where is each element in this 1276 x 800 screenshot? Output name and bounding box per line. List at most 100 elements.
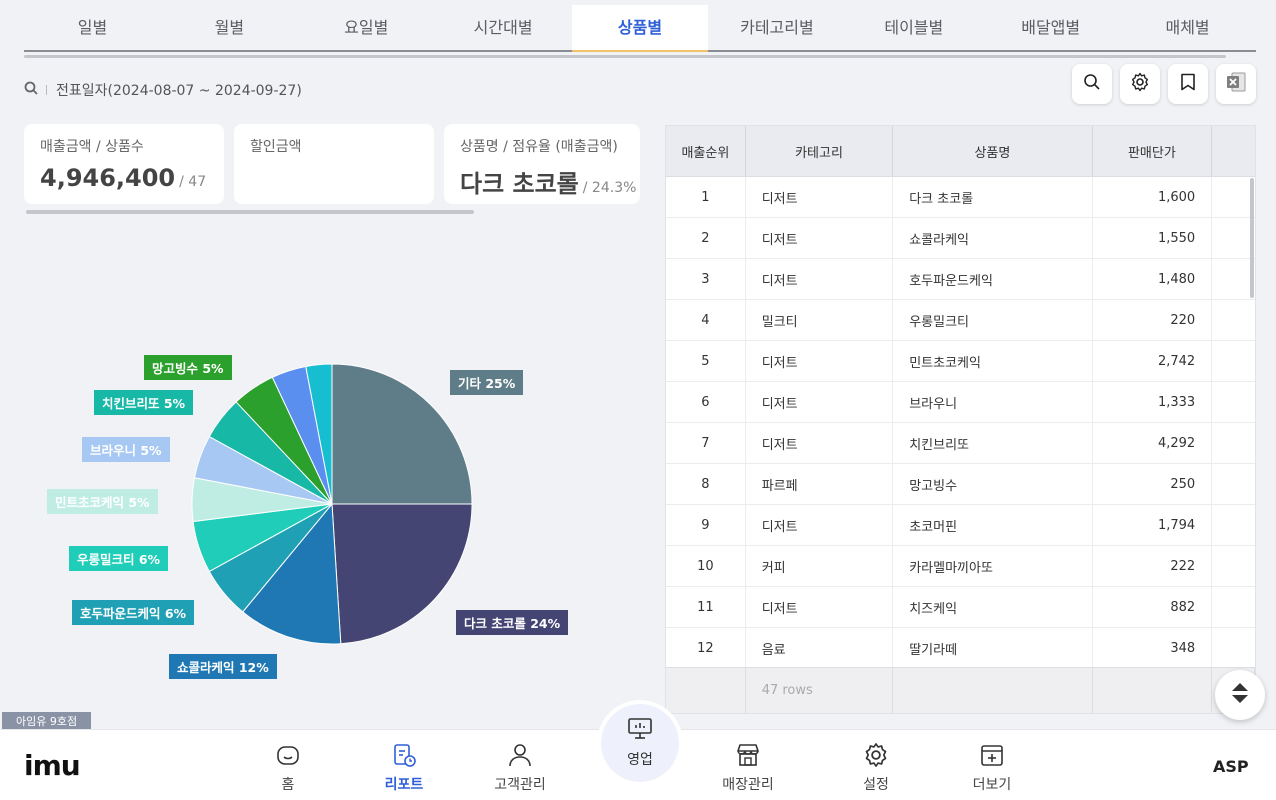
nav-settings[interactable]: 설정: [836, 742, 916, 794]
table-row[interactable]: 10 커피 카라멜마끼아또 222: [666, 546, 1255, 587]
cell-product-name: 브라우니: [893, 382, 1093, 422]
table-row[interactable]: 9 디저트 초코머핀 1,794: [666, 505, 1255, 546]
scroll-toggle-button[interactable]: [1215, 670, 1265, 720]
table-row[interactable]: 8 파르페 망고빙수 250: [666, 464, 1255, 505]
cell-category: 디저트: [746, 218, 894, 258]
tab-monthly[interactable]: 월별: [214, 17, 245, 37]
col-unit-price[interactable]: 판매단가: [1093, 126, 1213, 176]
excel-icon: [1225, 71, 1247, 97]
product-sales-table: 매출순위 카테고리 상품명 판매단가 1 디저트 다크 초코롤 1,600 2 디저트 쇼콜…: [665, 125, 1256, 714]
report-icon: [391, 742, 417, 772]
nav-home-label: 홈: [281, 777, 295, 793]
tab-daily[interactable]: 일별: [77, 17, 108, 37]
sales-summary-card: 매출금액 / 상품수 4,946,400 / 47: [24, 124, 224, 204]
pie-label-walnut-pound-cake: 호두파운드케익 6%: [72, 600, 195, 625]
user-icon: [507, 742, 533, 772]
cell-unit-price: 1,600: [1093, 177, 1213, 217]
nav-store-label: 매장관리: [722, 777, 774, 793]
table-row[interactable]: 7 디저트 치킨브리또 4,292: [666, 423, 1255, 464]
cell-unit-price: 882: [1093, 587, 1213, 627]
tab-delivery-app[interactable]: 배달앱별: [1021, 17, 1081, 37]
col-rank[interactable]: 매출순위: [666, 126, 746, 176]
cell-category: 디저트: [746, 382, 894, 422]
pie-label-etc: 기타 25%: [450, 370, 524, 395]
pie-label-mint-choco-cake: 민트초코케익 5%: [47, 489, 158, 514]
filter-summary[interactable]: 전표일자(2024-08-07 ~ 2024-09-27): [24, 80, 302, 100]
cell-product-name: 우롱밀크티: [893, 300, 1093, 340]
imu-logo: imu: [24, 749, 81, 782]
more-icon: [979, 742, 1005, 772]
cell-rank: 8: [666, 464, 746, 504]
tab-hourly[interactable]: 시간대별: [473, 17, 533, 37]
nav-more[interactable]: 더보기: [952, 742, 1032, 794]
pie-slice-1[interactable]: [331, 503, 473, 645]
nav-customer-label: 고객관리: [494, 777, 546, 793]
cell-category: 디저트: [746, 259, 894, 299]
cell-product-name: 딸기라떼: [893, 628, 1093, 668]
pie-slice-10[interactable]: [305, 363, 333, 505]
tab-weekday[interactable]: 요일별: [344, 17, 389, 37]
cell-product-name: 치킨브리또: [893, 423, 1093, 463]
tab-table[interactable]: 테이블별: [884, 17, 944, 37]
cell-product-name: 망고빙수: [893, 464, 1093, 504]
tab-product[interactable]: 상품별: [571, 5, 709, 52]
cell-rank: 9: [666, 505, 746, 545]
cell-category: 디저트: [746, 177, 894, 217]
cell-unit-price: 1,333: [1093, 382, 1213, 422]
nav-home[interactable]: 홈: [248, 742, 328, 794]
search-button[interactable]: [1072, 64, 1112, 104]
cell-unit-price: 1,550: [1093, 218, 1213, 258]
bookmark-button[interactable]: [1168, 64, 1208, 104]
pie-label-brownie: 브라우니 5%: [82, 437, 170, 462]
cell-product-name: 민트초코케익: [893, 341, 1093, 381]
excel-export-button[interactable]: [1216, 64, 1256, 104]
discount-summary-card: 할인금액: [234, 124, 434, 204]
table-row[interactable]: 2 디저트 쇼콜라케익 1,550: [666, 218, 1255, 259]
table-row[interactable]: 6 디저트 브라우니 1,333: [666, 382, 1255, 423]
settings-button[interactable]: [1120, 64, 1160, 104]
product-share-label: 상품명 / 점유율 (매출금액): [460, 139, 618, 155]
nav-report[interactable]: 리포트: [364, 742, 444, 794]
table-row[interactable]: 11 디저트 치즈케익 882: [666, 587, 1255, 628]
cell-rank: 2: [666, 218, 746, 258]
col-extra: [1212, 126, 1255, 176]
pie-slice-0[interactable]: [331, 363, 473, 505]
table-row[interactable]: 1 디저트 다크 초코롤 1,600: [666, 177, 1255, 218]
col-product-name[interactable]: 상품명: [893, 126, 1093, 176]
product-count: / 47: [179, 174, 207, 190]
nav-settings-label: 설정: [863, 777, 889, 793]
table-row[interactable]: 12 음료 딸기라떼 348: [666, 628, 1255, 669]
cell-rank: 10: [666, 546, 746, 586]
cell-unit-price: 348: [1093, 628, 1213, 668]
cell-rank: 6: [666, 382, 746, 422]
tabs-scrollbar[interactable]: [24, 55, 1226, 58]
gear-icon: [863, 742, 889, 772]
nav-customer[interactable]: 고객관리: [480, 742, 560, 794]
cell-category: 디저트: [746, 505, 894, 545]
table-vertical-scrollbar[interactable]: [1250, 178, 1254, 298]
tab-media[interactable]: 매체별: [1165, 17, 1210, 37]
store-icon: [735, 742, 761, 772]
nav-sales[interactable]: 영업: [601, 704, 679, 782]
sales-label: 매출금액 / 상품수: [40, 139, 144, 155]
nav-store-management[interactable]: 매장관리: [708, 742, 788, 794]
report-tabs: 일별 월별 요일별 시간대별 상품별 카테고리별 테이블별 배달앱별 매체별: [24, 5, 1256, 52]
cell-product-name: 치즈케익: [893, 587, 1093, 627]
table-row[interactable]: 3 디저트 호두파운드케익 1,480: [666, 259, 1255, 300]
tab-category[interactable]: 카테고리별: [740, 17, 814, 37]
cell-category: 파르페: [746, 464, 894, 504]
col-category[interactable]: 카테고리: [746, 126, 894, 176]
sort-arrows-icon: [1230, 681, 1250, 709]
top-product-share: / 24.3%: [582, 180, 637, 196]
cards-scrollbar[interactable]: [26, 210, 474, 214]
pie-slice-2[interactable]: [242, 502, 342, 645]
table-row[interactable]: 4 밀크티 우롱밀크티 220: [666, 300, 1255, 341]
table-header: 매출순위 카테고리 상품명 판매단가: [666, 126, 1255, 177]
cell-product-name: 쇼콜라케익: [893, 218, 1093, 258]
cell-rank: 4: [666, 300, 746, 340]
nav-more-label: 더보기: [972, 777, 1012, 793]
cell-product-name: 카라멜마끼아또: [893, 546, 1093, 586]
cell-category: 디저트: [746, 587, 894, 627]
table-row[interactable]: 5 디저트 민트초코케익 2,742: [666, 341, 1255, 382]
cell-rank: 12: [666, 628, 746, 668]
